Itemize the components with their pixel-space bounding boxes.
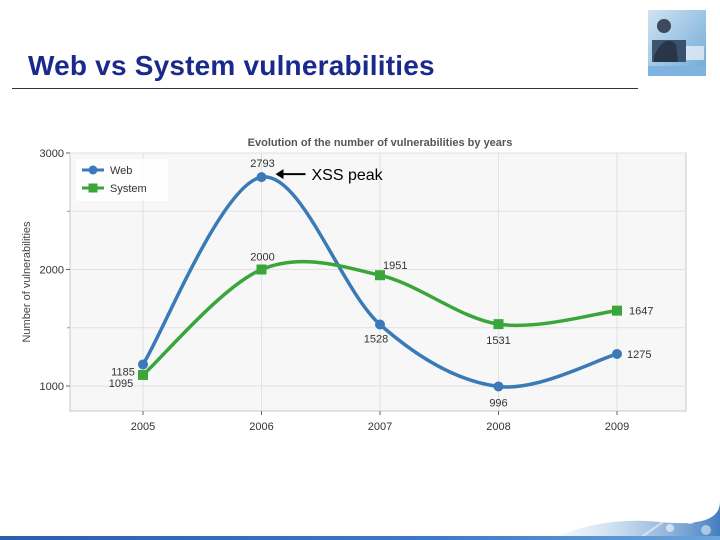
legend-marker-web	[88, 165, 98, 175]
corner-photo-icon	[648, 10, 706, 76]
series-line-web	[141, 175, 619, 389]
data-point-web	[612, 348, 622, 359]
slide-title: Web vs System vulnerabilities	[28, 50, 435, 81]
data-label-system: 1647	[629, 306, 653, 318]
bottom-bar	[0, 536, 720, 540]
y-tick-label: 2000	[40, 265, 64, 277]
data-point-web	[256, 172, 267, 183]
y-axis-label: Number of vulnerabilities	[21, 221, 33, 343]
legend-marker-system	[88, 183, 98, 193]
data-point-web	[493, 381, 504, 392]
x-tick-label: 2009	[605, 421, 629, 433]
legend-label-web: Web	[110, 165, 132, 177]
data-label-system: 1095	[109, 378, 133, 390]
y-tick-label: 3000	[40, 148, 64, 160]
series-web: 1185 2793 1528 996 1275	[111, 158, 651, 409]
data-label-system: 1531	[486, 335, 510, 347]
data-point-system	[256, 264, 267, 275]
data-point-system	[493, 319, 504, 330]
data-label-web: 1185	[111, 366, 135, 378]
data-label-system: 1951	[383, 260, 407, 272]
data-label-system: 2000	[250, 252, 274, 264]
data-point-web	[138, 359, 148, 370]
x-tick-label: 2006	[249, 421, 273, 433]
x-tick-label: 2008	[486, 421, 510, 433]
data-point-system	[375, 270, 385, 281]
legend-label-system: System	[110, 183, 147, 195]
y-tick-label: 1000	[40, 381, 64, 393]
annotation-xss-peak: XSS peak	[275, 167, 384, 184]
data-label-web: 2793	[250, 158, 274, 170]
data-label-web: 1275	[627, 349, 651, 361]
series-system: 1095 2000 1951 1531 1647	[109, 252, 654, 390]
data-label-web: 996	[489, 397, 507, 409]
data-label-web: 1528	[364, 333, 388, 345]
x-tick-label: 2005	[131, 421, 155, 433]
bottom-decoration-icon	[550, 502, 720, 540]
chart-title: Evolution of the number of vulnerabiliti…	[248, 137, 513, 149]
title-divider	[12, 88, 638, 89]
data-point-system	[612, 305, 622, 316]
annotation-label: XSS peak	[312, 167, 384, 184]
data-point-system	[138, 369, 148, 380]
annotation-arrow-head-icon	[275, 169, 284, 180]
chart-legend: Web System	[76, 159, 168, 201]
x-tick-label: 2007	[368, 421, 392, 433]
data-point-web	[375, 319, 385, 330]
